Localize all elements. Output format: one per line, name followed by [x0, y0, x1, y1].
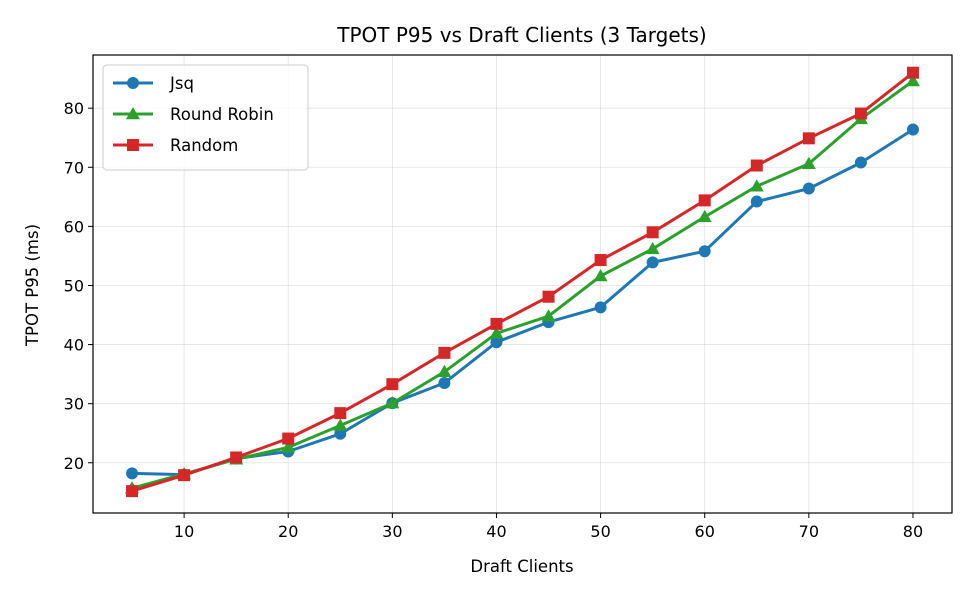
data-point-square — [438, 346, 451, 359]
x-tick-label: 80 — [903, 522, 923, 541]
data-point-circle — [438, 376, 451, 389]
data-point-square — [646, 226, 659, 239]
legend: Jsq Round Robin Random — [102, 64, 309, 171]
legend-label: Round Robin — [170, 105, 274, 124]
legend-item: Jsq — [113, 74, 194, 93]
data-point-triangle — [593, 269, 608, 282]
legend-item: Round Robin — [113, 105, 274, 124]
data-point-square — [854, 107, 867, 120]
data-point-square — [334, 407, 347, 420]
y-tick-label: 60 — [64, 217, 84, 236]
data-point-triangle — [437, 364, 452, 378]
data-point-triangle — [126, 107, 140, 120]
data-point-triangle — [281, 440, 296, 453]
x-axis-label: Draft Clients — [470, 557, 573, 576]
y-axis-label: TPOT P95 (ms) — [23, 224, 42, 347]
series-line — [130, 79, 915, 490]
data-point-triangle — [749, 179, 764, 192]
data-point-triangle — [333, 418, 348, 431]
data-point-circle — [646, 256, 659, 269]
series-group — [125, 66, 920, 498]
x-tick-label: 50 — [590, 522, 610, 541]
y-tick-label: 80 — [64, 99, 84, 118]
data-point-triangle — [697, 209, 712, 223]
x-tick-label: 10 — [174, 522, 194, 541]
x-tick-label: 20 — [278, 522, 298, 541]
legend-box — [102, 64, 309, 171]
legend-label: Random — [170, 136, 238, 155]
data-point-square — [126, 485, 139, 498]
data-point-circle — [490, 336, 503, 349]
data-point-circle — [750, 195, 763, 208]
y-tick-label: 20 — [64, 454, 84, 473]
data-point-circle — [854, 156, 867, 169]
data-point-square — [178, 469, 191, 482]
data-point-square — [282, 432, 295, 445]
data-point-square — [490, 317, 503, 330]
data-point-triangle — [489, 326, 504, 339]
chart-title: TPOT P95 vs Draft Clients (3 Targets) — [336, 23, 707, 47]
data-point-triangle — [541, 309, 556, 322]
legend-label: Jsq — [169, 74, 194, 93]
axis-ticks: 10 20 30 40 50 60 70 80 20 30 40 50 60 70 80 — [64, 99, 923, 541]
y-tick-label: 40 — [64, 336, 84, 355]
data-point-circle — [126, 467, 139, 480]
data-point-square — [906, 66, 919, 79]
data-point-triangle — [645, 241, 660, 255]
data-point-square — [230, 451, 243, 464]
series-random — [126, 66, 919, 498]
series-line — [130, 71, 915, 493]
legend-item: Random — [113, 136, 238, 155]
x-tick-label: 60 — [695, 522, 715, 541]
plot-frame — [92, 54, 953, 514]
y-tick-label: 70 — [64, 158, 84, 177]
x-tick-label: 70 — [799, 522, 819, 541]
y-tick-label: 50 — [64, 276, 84, 295]
data-point-circle — [127, 77, 139, 89]
y-tick-label: 30 — [64, 395, 84, 414]
data-point-square — [802, 132, 815, 145]
series-line — [130, 128, 915, 477]
x-tick-label: 30 — [382, 522, 402, 541]
data-point-circle — [802, 182, 815, 195]
data-point-square — [594, 254, 607, 267]
data-point-circle — [594, 301, 607, 314]
data-point-square — [698, 194, 711, 207]
data-point-circle — [698, 245, 711, 258]
x-tick-label: 40 — [486, 522, 506, 541]
data-point-square — [750, 159, 763, 172]
data-point-circle — [906, 123, 919, 136]
data-point-square — [127, 139, 139, 151]
data-point-square — [386, 378, 399, 391]
data-point-triangle — [801, 156, 816, 169]
data-point-triangle — [385, 396, 400, 409]
data-point-square — [542, 290, 555, 303]
data-point-triangle — [905, 74, 920, 87]
data-point-circle — [334, 427, 347, 440]
